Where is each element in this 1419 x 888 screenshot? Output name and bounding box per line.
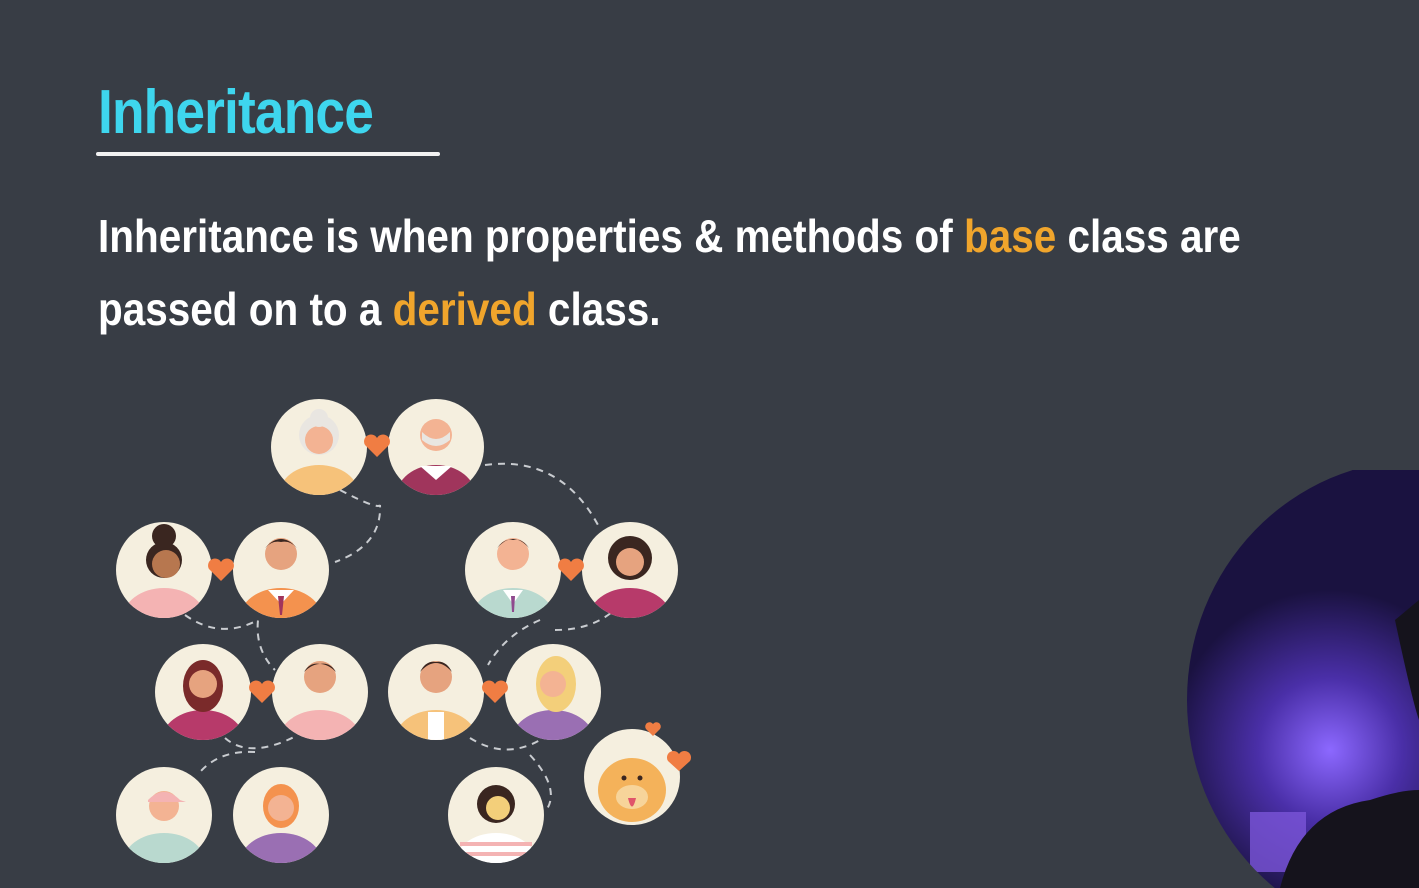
woman-avatar [582,522,678,618]
girl-avatar [233,767,329,863]
heart-icons [208,434,692,771]
woman-avatar [155,644,251,740]
dog-avatar [584,729,680,825]
title-underline [96,152,440,156]
woman-avatar [505,644,601,740]
heart-icon [208,558,234,581]
heart-icon [645,722,661,736]
heart-icon [666,750,692,771]
definition-line1-start: Inheritance is when properties & methods… [98,210,964,262]
grandfather-avatar [388,399,484,495]
tree-connectors [184,462,613,813]
definition-text: Inheritance is when properties & methods… [98,200,1383,346]
definition-line2-start: passed on to a [98,283,393,335]
man-avatar [465,522,561,618]
heart-icon [364,434,390,457]
definition-line1-end: class are [1056,210,1241,262]
man-avatar [272,644,368,740]
definition-line2-end: class. [536,283,661,335]
highlight-base: base [963,210,1057,262]
slide-title: Inheritance [98,78,374,147]
boy-avatar [116,767,212,863]
woman-avatar [116,522,212,618]
man-avatar [233,522,329,618]
highlight-derived: derived [392,283,537,335]
grandmother-avatar [271,399,367,495]
heart-icon [558,558,584,581]
man-avatar [388,644,484,740]
heart-icon [249,680,275,703]
family-tree-illustration [116,399,692,863]
presenter-webcam [1187,470,1419,888]
girl-avatar [448,767,544,863]
heart-icon [482,680,508,703]
